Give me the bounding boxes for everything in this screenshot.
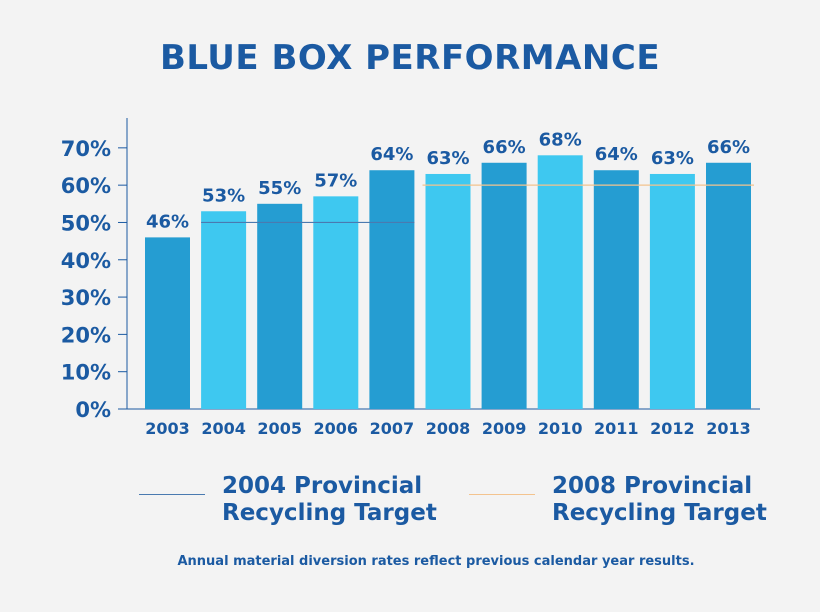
data-label-2004: 53% [202,185,245,206]
x-tick-label-2004: 2004 [201,419,246,438]
x-tick-label-2007: 2007 [370,419,415,438]
x-tick-label-2011: 2011 [594,419,639,438]
legend-label-2008-line1: 2008 Provincial [552,473,753,499]
bar-2006 [313,196,359,409]
bar-2011 [593,170,639,409]
x-tick-label-2003: 2003 [145,419,190,438]
bar-2009 [481,162,527,409]
data-label-2005: 55% [258,178,301,199]
y-tick-label: 0% [75,398,111,422]
y-tick-label: 20% [61,323,111,347]
y-tick-label: 70% [61,137,111,161]
y-tick-label: 60% [61,174,111,198]
legend-label-2008-line2: Recycling Target [552,500,767,526]
x-tick-label-2006: 2006 [314,419,359,438]
data-label-2013: 66% [707,137,750,158]
x-tick-label-2012: 2012 [650,419,695,438]
legend-label-2004-target: 2004 Provincial Recycling Target [222,473,437,527]
x-tick-label-2005: 2005 [257,419,302,438]
data-label-2006: 57% [314,170,357,191]
x-tick-label-2008: 2008 [426,419,471,438]
legend-label-2004-line1: 2004 Provincial [222,473,423,499]
x-tick-label-2009: 2009 [482,419,527,438]
x-tick-label-2010: 2010 [538,419,583,438]
bar-2004 [201,211,247,409]
bar-2010 [537,155,583,409]
footnote: Annual material diversion rates reflect … [177,554,695,569]
y-tick-label: 40% [61,249,111,273]
y-tick-label: 30% [61,286,111,310]
bar-2003 [145,237,190,409]
x-tick-label-2013: 2013 [706,419,751,438]
bar-2007 [369,170,415,409]
legend-label-2004-line2: Recycling Target [222,500,437,526]
y-tick-label: 50% [61,211,111,235]
data-label-2010: 68% [539,129,582,150]
data-label-2009: 66% [483,137,526,158]
legend-label-2008-target: 2008 Provincial Recycling Target [552,473,767,527]
data-label-2012: 63% [651,148,694,169]
data-label-2008: 63% [426,148,469,169]
chart-title: BLUE BOX PERFORMANCE [159,38,661,78]
data-label-2003: 46% [146,211,189,232]
bar-2008 [425,173,471,409]
data-label-2007: 64% [370,144,413,165]
y-tick-label: 10% [61,361,111,385]
data-label-2011: 64% [595,144,638,165]
legend-swatch-2008-target [469,494,535,495]
bar-2013 [706,162,751,409]
bar-2005 [257,203,303,409]
bar-2012 [649,173,695,409]
legend-swatch-2004-target [139,494,205,495]
